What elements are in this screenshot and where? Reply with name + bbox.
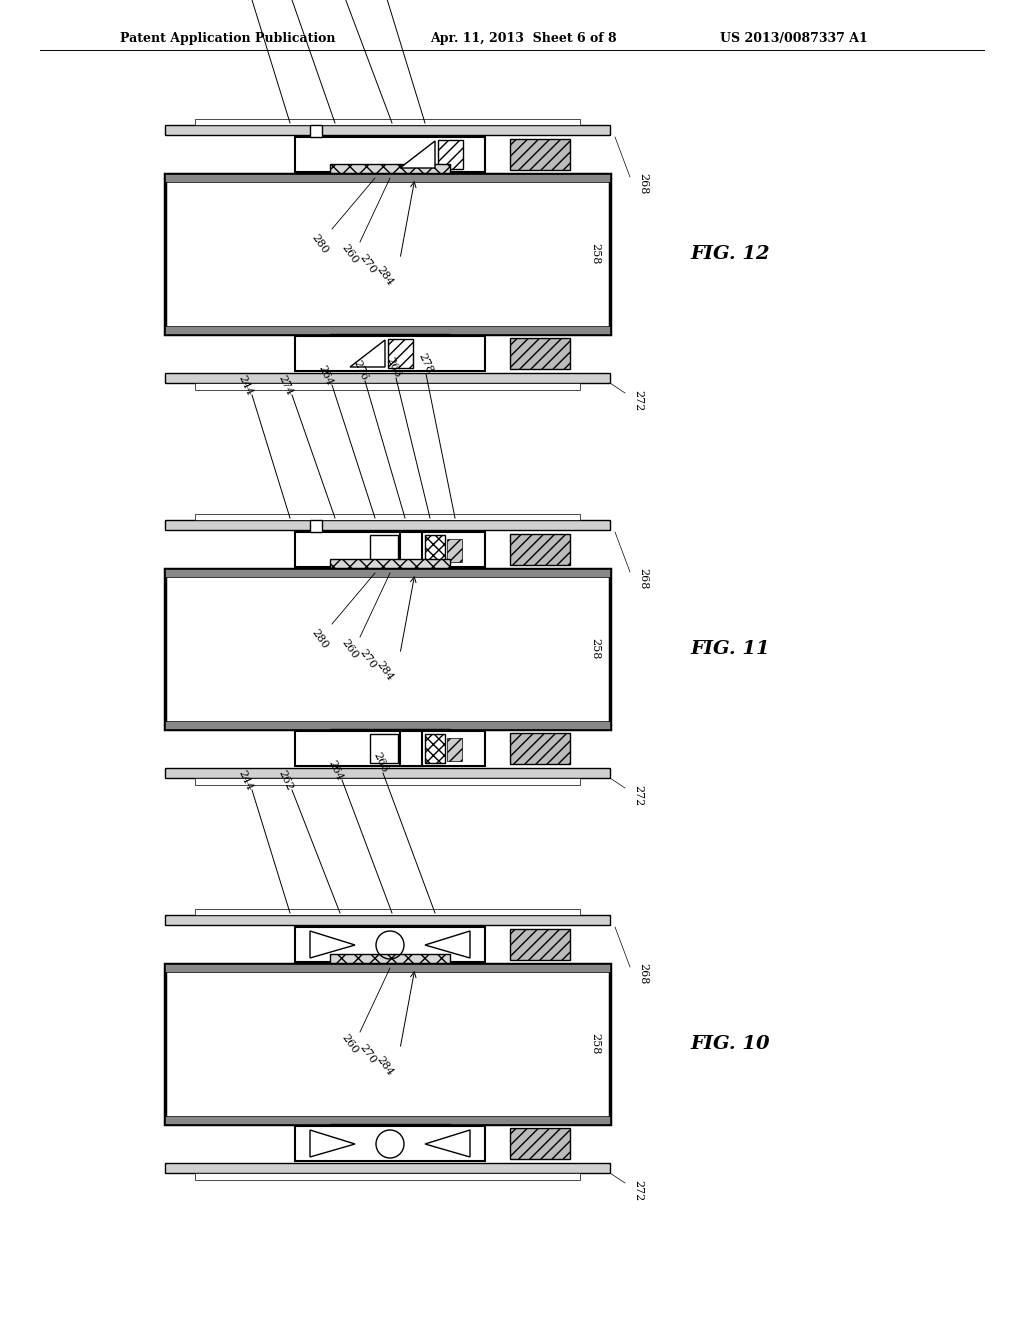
Text: 274: 274 — [276, 0, 294, 1]
Bar — [165, 1115, 610, 1125]
Bar — [330, 164, 450, 174]
Text: 280: 280 — [310, 627, 330, 651]
Text: 268: 268 — [638, 173, 648, 194]
Bar — [510, 733, 570, 764]
Bar — [295, 532, 485, 568]
Bar — [370, 535, 398, 564]
Polygon shape — [425, 1130, 470, 1158]
Bar — [510, 338, 570, 370]
Bar — [165, 520, 610, 531]
Bar — [165, 569, 610, 729]
Bar — [165, 768, 610, 777]
Text: 272: 272 — [633, 785, 643, 807]
Bar — [510, 139, 570, 170]
Bar — [165, 174, 610, 182]
Text: 260: 260 — [340, 243, 360, 265]
Bar — [388, 339, 413, 368]
Text: 272: 272 — [633, 391, 643, 412]
Bar — [447, 539, 462, 562]
Text: US 2013/0087337 A1: US 2013/0087337 A1 — [720, 32, 867, 45]
Text: 258: 258 — [590, 243, 600, 265]
Polygon shape — [310, 1130, 355, 1158]
Polygon shape — [310, 931, 355, 958]
Text: FIG. 12: FIG. 12 — [690, 246, 770, 263]
Bar — [165, 915, 610, 925]
Text: 280: 280 — [310, 232, 330, 256]
Text: 268: 268 — [638, 964, 648, 985]
Bar — [165, 326, 610, 334]
Bar — [165, 721, 610, 729]
Bar — [447, 738, 462, 762]
Bar — [510, 1129, 570, 1159]
Text: 244: 244 — [236, 768, 254, 792]
Bar — [295, 1126, 485, 1162]
Text: 276: 276 — [351, 358, 369, 381]
Polygon shape — [350, 341, 385, 367]
Bar — [165, 964, 610, 972]
Bar — [330, 1125, 450, 1134]
Bar — [165, 174, 610, 334]
Text: 244: 244 — [236, 0, 254, 1]
Text: 258: 258 — [590, 639, 600, 660]
Bar — [295, 927, 485, 962]
Bar — [165, 964, 610, 1125]
Bar — [195, 513, 580, 520]
Text: 284: 284 — [375, 264, 395, 288]
Text: Apr. 11, 2013  Sheet 6 of 8: Apr. 11, 2013 Sheet 6 of 8 — [430, 32, 616, 45]
Text: 284: 284 — [375, 1055, 395, 1077]
Bar — [330, 334, 450, 345]
Bar — [510, 929, 570, 960]
Text: 264: 264 — [326, 758, 344, 781]
Text: 244: 244 — [236, 374, 254, 397]
Bar — [370, 734, 398, 763]
Text: 270: 270 — [357, 647, 378, 671]
Bar — [330, 729, 450, 739]
Bar — [165, 1163, 610, 1173]
Bar — [330, 558, 450, 569]
Bar — [165, 569, 610, 577]
Text: 278: 278 — [416, 351, 434, 375]
Text: FIG. 10: FIG. 10 — [690, 1035, 770, 1053]
Bar — [195, 777, 580, 785]
Bar — [425, 734, 445, 763]
Text: 266: 266 — [384, 355, 402, 379]
Bar — [195, 909, 580, 915]
Bar — [165, 374, 610, 383]
Text: 270: 270 — [357, 1043, 378, 1065]
Bar — [295, 731, 485, 766]
Text: 284: 284 — [375, 660, 395, 682]
Bar — [295, 337, 485, 371]
Text: 264: 264 — [316, 363, 334, 387]
Text: 266: 266 — [371, 750, 389, 774]
Bar — [400, 532, 422, 568]
Bar — [310, 520, 322, 532]
Polygon shape — [425, 931, 470, 958]
Bar — [310, 125, 322, 137]
Bar — [438, 140, 463, 169]
Bar — [425, 535, 445, 564]
Bar — [195, 1173, 580, 1180]
Bar — [165, 125, 610, 135]
Polygon shape — [400, 141, 435, 168]
Text: Patent Application Publication: Patent Application Publication — [120, 32, 336, 45]
Text: 260: 260 — [340, 1032, 360, 1056]
Text: 272: 272 — [633, 1180, 643, 1201]
Bar — [295, 137, 485, 172]
Bar — [330, 954, 450, 964]
Text: 268: 268 — [638, 569, 648, 590]
Bar — [510, 535, 570, 565]
Text: FIG. 11: FIG. 11 — [690, 640, 770, 657]
Bar — [400, 731, 422, 766]
Bar — [195, 119, 580, 125]
Bar — [195, 383, 580, 389]
Text: 260: 260 — [340, 638, 360, 660]
Text: 270: 270 — [357, 252, 378, 276]
Text: 262: 262 — [275, 768, 294, 792]
Text: 274: 274 — [276, 374, 294, 397]
Text: 258: 258 — [590, 1034, 600, 1055]
